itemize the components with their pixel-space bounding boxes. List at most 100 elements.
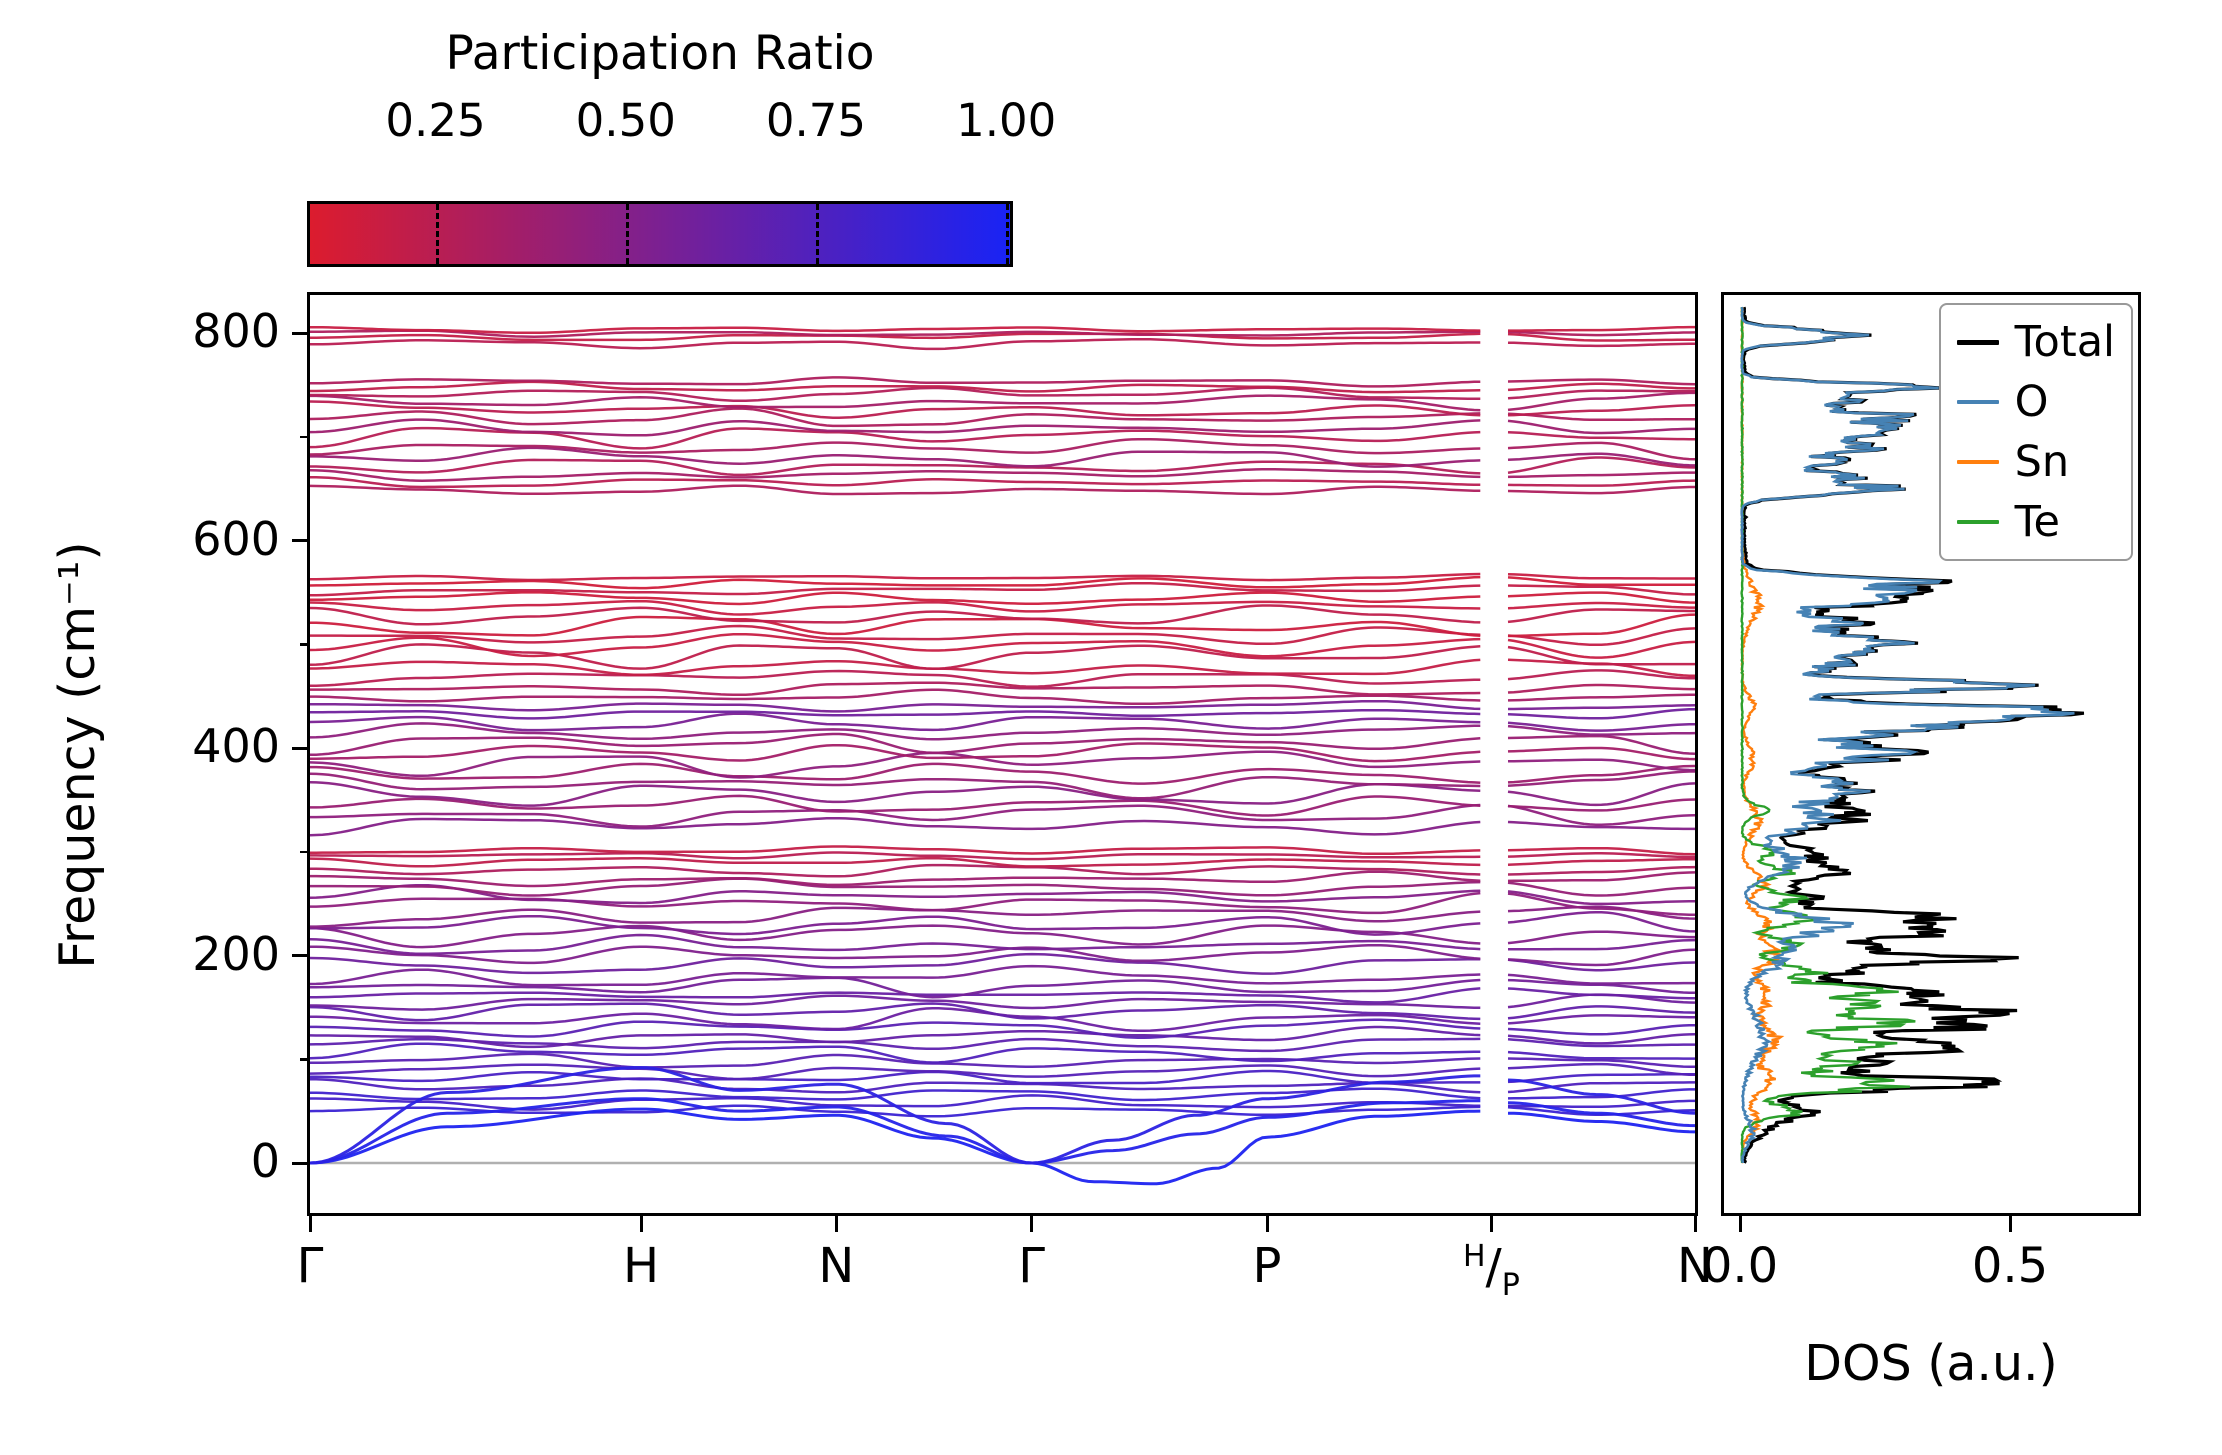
colorbar-tick-line (625, 204, 629, 264)
band-line (1507, 1088, 1695, 1100)
band-line (310, 994, 1481, 1011)
legend-label: Sn (2014, 437, 2070, 487)
band-line (1507, 341, 1695, 348)
band-line (310, 376, 1481, 388)
colorbar-tick-line (1006, 204, 1010, 264)
band-line (1507, 930, 1695, 945)
x-tick (1693, 1216, 1697, 1232)
band-line (1507, 608, 1695, 624)
band-line (1507, 973, 1695, 985)
legend-swatch (1956, 520, 1999, 524)
band-line (310, 1063, 1481, 1081)
y-tick (292, 539, 310, 542)
band-line (1507, 1057, 1695, 1069)
band-line (1507, 669, 1695, 681)
x-tick (1489, 1216, 1493, 1232)
legend-label: O (2014, 377, 2049, 427)
band-line (1507, 330, 1695, 337)
legend-item-sn: Sn (1956, 433, 2115, 491)
band-line (310, 803, 1481, 828)
band-line (1507, 638, 1695, 659)
band-line (1507, 572, 1695, 580)
x-tick-label: N (1677, 1238, 1713, 1294)
band-line (310, 426, 1481, 450)
band-line (310, 418, 1481, 437)
colorbar-tick-label: 0.25 (385, 94, 486, 147)
band-line (310, 1066, 1481, 1165)
dos-x-tick (2008, 1216, 2012, 1232)
dos-plot (1740, 306, 2085, 1164)
band-line (310, 1107, 1481, 1186)
band-line (1507, 391, 1695, 412)
dos-curve-te (1740, 306, 1916, 1164)
band-line (1507, 892, 1695, 916)
band-line (310, 877, 1481, 897)
band-structure-panel (307, 292, 1698, 1216)
y-tick (292, 746, 310, 750)
band-line (1507, 890, 1695, 906)
band-line (1507, 576, 1695, 587)
y-tick-label: 400 (192, 719, 280, 773)
x-tick-label: H (622, 1238, 660, 1294)
band-line (1507, 1014, 1695, 1025)
band-line (1507, 724, 1695, 736)
band-line (1508, 325, 1695, 332)
band-line (1507, 1033, 1695, 1045)
colorbar-tick-line (815, 204, 819, 264)
x-tick-label-hp: H/P (1462, 1239, 1520, 1303)
band-line (310, 658, 1481, 677)
band-line (1507, 857, 1695, 866)
band-line (1507, 721, 1695, 732)
band-line (1507, 1111, 1695, 1134)
band-line (310, 458, 1481, 477)
band-line (310, 437, 1481, 456)
x-tick (1030, 1216, 1034, 1232)
band-line (1507, 471, 1695, 479)
band-line (310, 708, 1481, 720)
band-line (1507, 1062, 1695, 1077)
band-line (1507, 910, 1695, 933)
legend-label: Te (2014, 497, 2060, 547)
band-line (1507, 1023, 1695, 1036)
band-line (310, 1104, 1481, 1118)
band-line (1507, 978, 1695, 995)
legend-label: Total (2014, 317, 2115, 367)
dos-x-tick-label: 0.5 (1971, 1238, 2049, 1294)
legend-swatch (1956, 460, 1999, 464)
band-line (310, 394, 1481, 412)
band-line (310, 1007, 1481, 1032)
y-minor-tick (300, 850, 310, 854)
band-line (310, 943, 1481, 965)
band-line (1507, 987, 1695, 1000)
dos-x-axis-label: DOS (a.u.) (1804, 1335, 2058, 1392)
y-tick (292, 1161, 310, 1165)
band-line (310, 632, 1481, 658)
band-line (310, 475, 1481, 489)
band-line (1507, 441, 1695, 461)
y-tick (292, 331, 310, 335)
band-line (310, 681, 1481, 697)
band-line (310, 325, 1481, 335)
band-line (310, 1037, 1481, 1053)
band-line (310, 870, 1481, 888)
band-line (310, 933, 1481, 955)
band-line (310, 1002, 1481, 1022)
band-line (310, 851, 1481, 861)
band-line (310, 742, 1481, 763)
band-line (310, 446, 1481, 468)
band-line (310, 914, 1481, 936)
band-line (310, 400, 1481, 419)
band-line (310, 615, 1481, 638)
x-tick (639, 1216, 643, 1232)
band-line (310, 572, 1481, 582)
band-line (310, 338, 1481, 351)
band-line (310, 952, 1481, 975)
band-line (1507, 758, 1695, 772)
band-line (1507, 658, 1695, 678)
x-tick (1265, 1216, 1269, 1232)
band-line (1507, 905, 1695, 920)
legend-item-te: Te (1956, 493, 2115, 551)
legend-item-total: Total (1956, 313, 2115, 371)
band-line (1507, 846, 1695, 856)
